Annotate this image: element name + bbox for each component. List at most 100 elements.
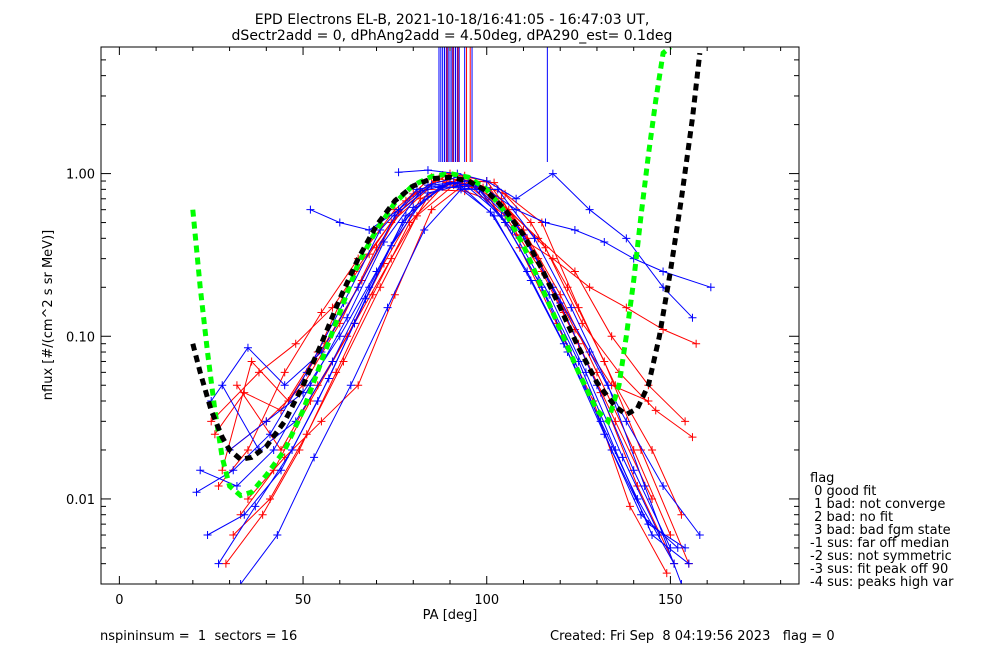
data-point-marker: [310, 453, 319, 462]
data-point-marker: [192, 488, 201, 497]
series-line-red-7: [225, 182, 668, 574]
data-point-marker: [232, 381, 241, 390]
data-point-marker: [688, 433, 697, 442]
data-point-marker: [548, 254, 557, 263]
data-point-marker: [570, 226, 579, 235]
data-point-marker: [681, 417, 690, 426]
data-point-marker: [692, 339, 701, 348]
data-point-marker: [346, 381, 355, 390]
data-point-marker: [306, 205, 315, 214]
data-point-marker: [295, 445, 304, 454]
data-point-marker: [240, 510, 249, 519]
data-point-marker: [236, 580, 245, 584]
data-point-marker: [324, 374, 333, 383]
data-point-marker: [354, 283, 363, 292]
data-point-marker: [335, 218, 344, 227]
data-point-marker: [269, 445, 278, 454]
data-point-marker: [512, 230, 521, 239]
data-point-marker: [548, 169, 557, 178]
series-line-red-6: [214, 188, 686, 435]
footer-left: nspininsum = 1 sectors = 16: [100, 629, 297, 644]
data-point-marker: [585, 283, 594, 292]
data-point-marker: [262, 417, 271, 426]
data-point-marker: [243, 445, 252, 454]
data-point-marker: [567, 303, 576, 312]
x-tick-label: 0: [115, 593, 123, 608]
legend-item: -3 sus: fit peak off 90: [810, 562, 948, 577]
legend: flag 0 good fit 1 bad: not converge 2 ba…: [810, 471, 954, 590]
data-point-marker: [578, 319, 587, 328]
series-line-red-4: [221, 180, 693, 471]
data-point-marker: [486, 208, 495, 217]
data-point-marker: [423, 166, 432, 175]
data-point-marker: [229, 531, 238, 540]
data-point-marker: [673, 543, 682, 552]
data-point-marker: [365, 283, 374, 292]
data-point-marker: [210, 430, 219, 439]
data-point-marker: [648, 531, 657, 540]
data-point-marker: [423, 188, 432, 197]
data-point-marker: [372, 267, 381, 276]
series-line-blue-12: [207, 183, 686, 549]
data-point-marker: [526, 218, 535, 227]
series-line-red-8: [236, 175, 649, 451]
data-point-marker: [640, 482, 649, 491]
legend-item: 2 bad: no fit: [810, 510, 893, 525]
data-point-marker: [243, 343, 252, 352]
data-point-marker: [655, 531, 664, 540]
data-point-marker: [585, 205, 594, 214]
x-tick-label: 150: [658, 593, 683, 608]
fit-curves-group: [190, 47, 703, 499]
data-point-marker: [376, 283, 385, 292]
x-tick-label: 50: [295, 593, 312, 608]
data-point-marker: [446, 178, 454, 187]
data-point-marker: [512, 194, 521, 203]
data-point-marker: [622, 417, 631, 426]
data-point-marker: [232, 482, 241, 491]
data-point-marker: [291, 339, 300, 348]
data-series-group: [192, 47, 715, 584]
legend-item: -4 sus: peaks high var: [810, 575, 954, 590]
y-tick-label: 0.01: [66, 493, 95, 508]
data-point-marker: [581, 368, 590, 377]
data-point-marker: [383, 303, 392, 312]
data-point-marker: [438, 182, 447, 191]
data-point-marker: [354, 381, 363, 390]
data-point-marker: [207, 417, 216, 426]
data-point-marker: [651, 406, 660, 415]
data-point-marker: [288, 445, 297, 454]
legend-item: 1 bad: not converge: [810, 497, 945, 512]
data-point-marker: [258, 510, 267, 519]
data-point-marker: [335, 332, 344, 341]
data-point-marker: [457, 185, 466, 194]
y-axis-label: nflux [#/(cm^2 s sr MeV)]: [41, 230, 56, 400]
data-point-marker: [626, 502, 635, 511]
data-point-marker: [427, 205, 436, 214]
data-point-marker: [600, 237, 609, 246]
data-point-marker: [659, 267, 668, 276]
data-point-marker: [361, 294, 370, 303]
data-point-marker: [243, 494, 252, 503]
data-point-marker: [203, 531, 212, 540]
series-line-blue-17: [398, 169, 693, 319]
data-point-marker: [339, 357, 348, 366]
data-point-marker: [387, 254, 396, 263]
data-point-marker: [229, 466, 238, 475]
data-point-marker: [218, 466, 227, 475]
data-point-marker: [523, 267, 532, 276]
data-point-marker: [644, 520, 653, 529]
data-point-marker: [659, 482, 668, 491]
series-line-blue-14: [196, 182, 675, 564]
data-point-marker: [317, 417, 326, 426]
data-point-marker: [677, 580, 686, 584]
x-axis-label: PA [deg]: [423, 608, 478, 623]
data-point-marker: [530, 234, 539, 243]
data-point-marker: [662, 569, 671, 578]
axes-group: 0 50 100 150 0.01 0.10 1.00: [66, 46, 799, 608]
data-point-marker: [280, 381, 289, 390]
chart-title: EPD Electrons EL-B, 2021-10-18/16:41:05 …: [255, 12, 650, 28]
y-tick-label: 0.10: [66, 330, 95, 345]
data-point-marker: [684, 559, 693, 568]
data-point-marker: [648, 445, 657, 454]
